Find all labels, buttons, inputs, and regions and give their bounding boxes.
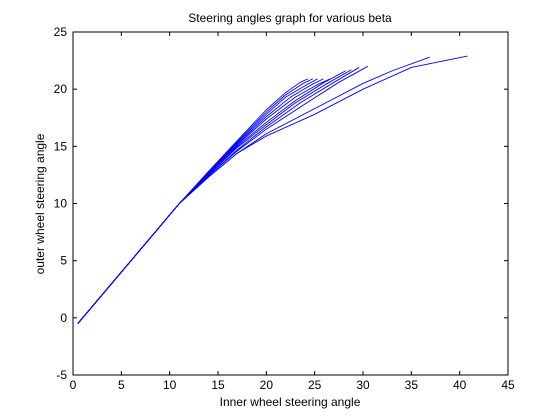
x-tick-label: 40 <box>453 378 467 392</box>
y-tick-label: 25 <box>54 25 68 39</box>
y-axis-label: outer wheel steering angle <box>33 133 47 274</box>
x-tick-label: 45 <box>501 378 515 392</box>
x-tick-label: 30 <box>356 378 370 392</box>
y-tick-label: 20 <box>54 82 68 96</box>
plot-area <box>72 31 509 376</box>
y-tick-label: 15 <box>54 139 68 153</box>
x-axis-label: Inner wheel steering angle <box>220 395 361 409</box>
x-tick-label: 25 <box>308 378 322 392</box>
y-tick-label: 5 <box>60 254 67 268</box>
x-tick-label: 0 <box>70 378 77 392</box>
x-tick-label: 10 <box>163 378 177 392</box>
y-tick-label: -5 <box>56 368 67 382</box>
y-tick-label: 10 <box>54 197 68 211</box>
series-layer <box>77 55 468 324</box>
x-tick-label: 35 <box>405 378 419 392</box>
y-tick-label: 0 <box>60 311 67 325</box>
series-line-11 <box>77 55 468 324</box>
chart-title: Steering angles graph for various beta <box>188 11 392 25</box>
x-tick-label: 15 <box>211 378 225 392</box>
x-tick-label: 20 <box>260 378 274 392</box>
x-tick-label: 5 <box>118 378 125 392</box>
